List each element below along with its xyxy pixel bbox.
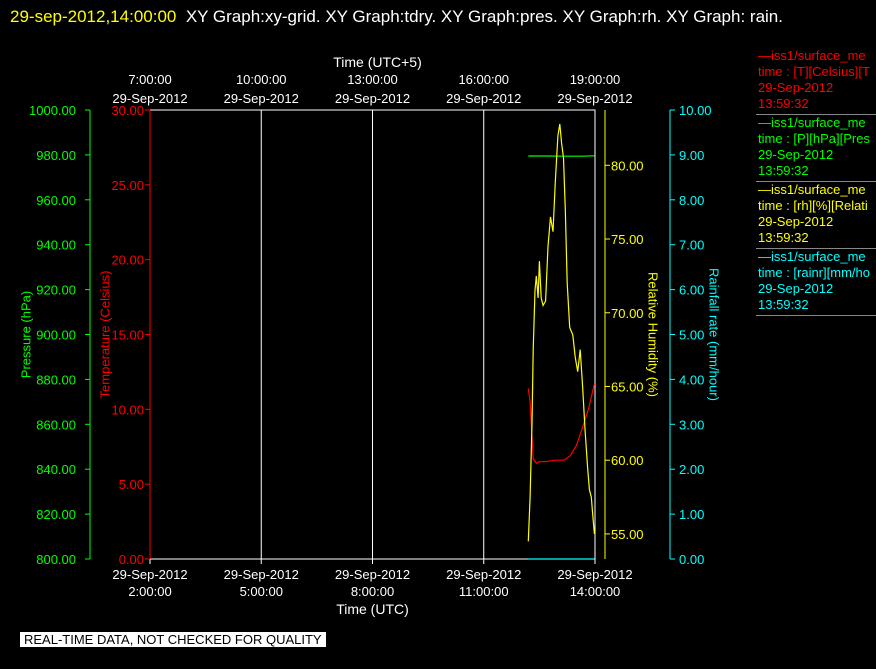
pressure-tick-label: 860.00 bbox=[36, 417, 76, 432]
legend: —iss1/surface_me time : [T][Celsius][T 29-… bbox=[756, 48, 876, 316]
humidity-tick-label: 65.00 bbox=[611, 379, 644, 394]
x-top-tick-date: 29-Sep-2012 bbox=[112, 91, 187, 106]
humidity-axis-title: Relative Humidity (%) bbox=[646, 272, 661, 397]
temperature-tick-label: 15.00 bbox=[111, 328, 144, 343]
legend-entry-line: 29-Sep-2012 bbox=[758, 147, 834, 162]
pressure-tick-label: 900.00 bbox=[36, 328, 76, 343]
legend-entry: —iss1/surface_me time : [T][Celsius][T 29-… bbox=[756, 48, 876, 115]
pressure-tick-label: 940.00 bbox=[36, 238, 76, 253]
rain-tick-label: 9.00 bbox=[679, 148, 704, 163]
labels-layer: 29-Sep-2012 2:00:00 7:00:00 29-Sep-2012 29-S… bbox=[18, 54, 721, 617]
x-top-tick-time: 10:00:00 bbox=[236, 72, 287, 87]
rain-tick-label: 7.00 bbox=[679, 238, 704, 253]
temperature-tick-label: 5.00 bbox=[119, 477, 144, 492]
legend-entry: —iss1/surface_me time : [P][hPa][Pres 29-S… bbox=[756, 115, 876, 182]
rain-tick-label: 4.00 bbox=[679, 372, 704, 387]
axes-layer bbox=[85, 109, 675, 564]
humidity-tick-label: 75.00 bbox=[611, 232, 644, 247]
x-bottom-tick-date: 29-Sep-2012 bbox=[112, 567, 187, 582]
pressure-tick-label: 820.00 bbox=[36, 507, 76, 522]
header-timestamp: 29-sep-2012,14:00:00 bbox=[10, 7, 177, 26]
legend-entry: —iss1/surface_me time : [rh][%][Relati 29-… bbox=[756, 182, 876, 249]
legend-entry-line: —iss1/surface_me bbox=[758, 249, 866, 264]
pressure-tick-label: 980.00 bbox=[36, 148, 76, 163]
x-bottom-tick-time: 14:00:00 bbox=[570, 584, 621, 599]
x-top-tick-date: 29-Sep-2012 bbox=[224, 91, 299, 106]
x-top-tick-time: 16:00:00 bbox=[458, 72, 509, 87]
x-bottom-tick-time: 2:00:00 bbox=[128, 584, 171, 599]
pressure-tick-label: 1000.00 bbox=[29, 103, 76, 118]
legend-entry-line: 13:59:32 bbox=[758, 230, 809, 245]
pressure-tick-label: 840.00 bbox=[36, 462, 76, 477]
legend-entry-line: time : [rainr][mm/ho bbox=[758, 265, 870, 280]
pressure-tick-label: 800.00 bbox=[36, 552, 76, 567]
legend-entry-line: —iss1/surface_me bbox=[758, 115, 866, 130]
rain-tick-label: 8.00 bbox=[679, 193, 704, 208]
rain-tick-label: 0.00 bbox=[679, 552, 704, 567]
legend-entry-line: time : [rh][%][Relati bbox=[758, 198, 868, 213]
humidity-tick-label: 80.00 bbox=[611, 158, 644, 173]
legend-entry-line: —iss1/surface_me bbox=[758, 182, 866, 197]
header-title: XY Graph:xy-grid. XY Graph:tdry. XY Grap… bbox=[185, 7, 783, 26]
chart-header: 29-sep-2012,14:00:00 XY Graph:xy-grid. X… bbox=[10, 2, 870, 31]
temperature-tick-label: 0.00 bbox=[119, 552, 144, 567]
temperature-tick-label: 30.00 bbox=[111, 103, 144, 118]
quality-notice: REAL-TIME DATA, NOT CHECKED FOR QUALITY bbox=[20, 632, 326, 647]
x-bottom-tick-date: 29-Sep-2012 bbox=[557, 567, 632, 582]
humidity-series-line bbox=[527, 123, 595, 542]
legend-entry-line: 29-Sep-2012 bbox=[758, 281, 834, 296]
x-bottom-axis-label: Time (UTC) bbox=[336, 601, 409, 617]
rain-axis-title: Rainfall rate (mm/hour) bbox=[707, 268, 722, 401]
series-layer bbox=[527, 123, 595, 560]
legend-entry-line: 13:59:32 bbox=[758, 163, 809, 178]
rain-tick-label: 3.00 bbox=[679, 417, 704, 432]
x-bottom-tick-time: 5:00:00 bbox=[240, 584, 283, 599]
x-bottom-tick-time: 8:00:00 bbox=[351, 584, 394, 599]
legend-entry: —iss1/surface_me time : [rainr][mm/ho 29-S… bbox=[756, 249, 876, 316]
x-top-tick-date: 29-Sep-2012 bbox=[557, 91, 632, 106]
x-top-tick-time: 7:00:00 bbox=[128, 72, 171, 87]
temperature-tick-label: 10.00 bbox=[111, 402, 144, 417]
pressure-tick-label: 920.00 bbox=[36, 283, 76, 298]
rain-tick-label: 5.00 bbox=[679, 328, 704, 343]
legend-entry-line: 13:59:32 bbox=[758, 96, 809, 111]
rain-tick-label: 2.00 bbox=[679, 462, 704, 477]
grid-layer bbox=[149, 109, 596, 560]
x-top-tick-time: 19:00:00 bbox=[570, 72, 621, 87]
humidity-tick-label: 60.00 bbox=[611, 453, 644, 468]
legend-entry-line: 29-Sep-2012 bbox=[758, 214, 834, 229]
humidity-tick-label: 70.00 bbox=[611, 306, 644, 321]
legend-entry-line: 13:59:32 bbox=[758, 297, 809, 312]
rain-tick-label: 1.00 bbox=[679, 507, 704, 522]
rain-tick-label: 10.00 bbox=[679, 103, 712, 118]
legend-entry-line: 29-Sep-2012 bbox=[758, 80, 834, 95]
legend-entry-line: time : [P][hPa][Pres bbox=[758, 131, 870, 146]
x-top-tick-time: 13:00:00 bbox=[347, 72, 398, 87]
temperature-tick-label: 20.00 bbox=[111, 253, 144, 268]
pressure-axis-title: Pressure (hPa) bbox=[18, 291, 33, 378]
legend-entry-line: time : [T][Celsius][T bbox=[758, 64, 870, 79]
x-top-axis-label: Time (UTC+5) bbox=[333, 54, 422, 70]
pressure-tick-label: 960.00 bbox=[36, 193, 76, 208]
rain-tick-label: 6.00 bbox=[679, 283, 704, 298]
temperature-tick-label: 25.00 bbox=[111, 178, 144, 193]
x-bottom-tick-time: 11:00:00 bbox=[459, 584, 509, 599]
temperature-axis-title: Temperature (Celsius) bbox=[97, 271, 112, 399]
legend-entry-line: —iss1/surface_me bbox=[758, 48, 866, 63]
x-bottom-tick-date: 29-Sep-2012 bbox=[335, 567, 410, 582]
x-top-tick-date: 29-Sep-2012 bbox=[446, 91, 521, 106]
humidity-tick-label: 55.00 bbox=[611, 527, 644, 542]
pressure-tick-label: 880.00 bbox=[36, 372, 76, 387]
x-bottom-tick-date: 29-Sep-2012 bbox=[224, 567, 299, 582]
x-bottom-tick-date: 29-Sep-2012 bbox=[446, 567, 521, 582]
x-top-tick-date: 29-Sep-2012 bbox=[335, 91, 410, 106]
temperature-series-line bbox=[527, 383, 595, 464]
